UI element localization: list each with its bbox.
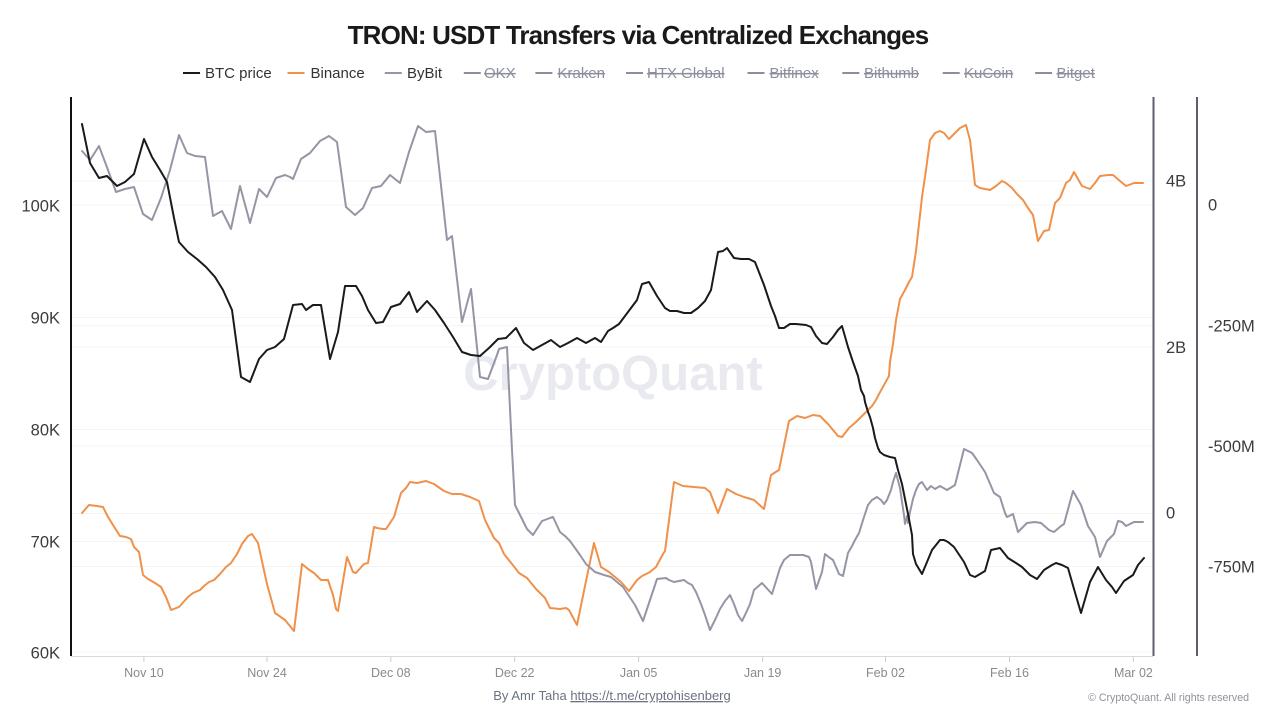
svg-text:OKX: OKX [484, 65, 516, 82]
svg-text:Binance: Binance [311, 65, 365, 82]
svg-text:Dec 22: Dec 22 [495, 666, 535, 680]
svg-text:Kraken: Kraken [558, 65, 606, 82]
svg-text:© CryptoQuant. All rights rese: © CryptoQuant. All rights reserved [1088, 692, 1249, 704]
svg-text:Nov 24: Nov 24 [247, 666, 287, 680]
svg-text:KuCoin: KuCoin [964, 65, 1013, 82]
svg-text:Bitget: Bitget [1057, 65, 1096, 82]
svg-text:By Amr Taha https://t.me/crypt: By Amr Taha https://t.me/cryptohisenberg [493, 688, 731, 703]
svg-text:BTC price: BTC price [205, 65, 272, 82]
svg-text:TRON: USDT Transfers via Centr: TRON: USDT Transfers via Centralized Exc… [348, 20, 929, 50]
svg-text:HTX Global: HTX Global [647, 65, 725, 82]
svg-text:0: 0 [1208, 197, 1217, 215]
svg-text:4B: 4B [1166, 173, 1186, 191]
svg-text:Jan 05: Jan 05 [620, 666, 658, 680]
svg-text:Mar 02: Mar 02 [1114, 666, 1153, 680]
svg-text:CryptoQuant: CryptoQuant [463, 347, 762, 401]
svg-text:Nov 10: Nov 10 [124, 666, 164, 680]
svg-text:2B: 2B [1166, 339, 1186, 357]
svg-text:80K: 80K [31, 422, 60, 440]
svg-text:Dec 08: Dec 08 [371, 666, 411, 680]
svg-text:100K: 100K [21, 198, 60, 216]
svg-text:-750M: -750M [1208, 559, 1255, 577]
svg-text:Bitfinex: Bitfinex [770, 65, 820, 82]
svg-text:Jan 19: Jan 19 [744, 666, 782, 680]
svg-text:70K: 70K [31, 534, 60, 552]
svg-text:Bithumb: Bithumb [864, 65, 919, 82]
svg-text:-500M: -500M [1208, 438, 1255, 456]
svg-text:Feb 02: Feb 02 [866, 666, 905, 680]
svg-text:90K: 90K [31, 310, 60, 328]
svg-text:0: 0 [1166, 505, 1175, 523]
svg-text:Feb 16: Feb 16 [990, 666, 1029, 680]
svg-text:-250M: -250M [1208, 318, 1255, 336]
svg-text:60K: 60K [31, 645, 60, 663]
svg-text:ByBit: ByBit [407, 65, 443, 82]
